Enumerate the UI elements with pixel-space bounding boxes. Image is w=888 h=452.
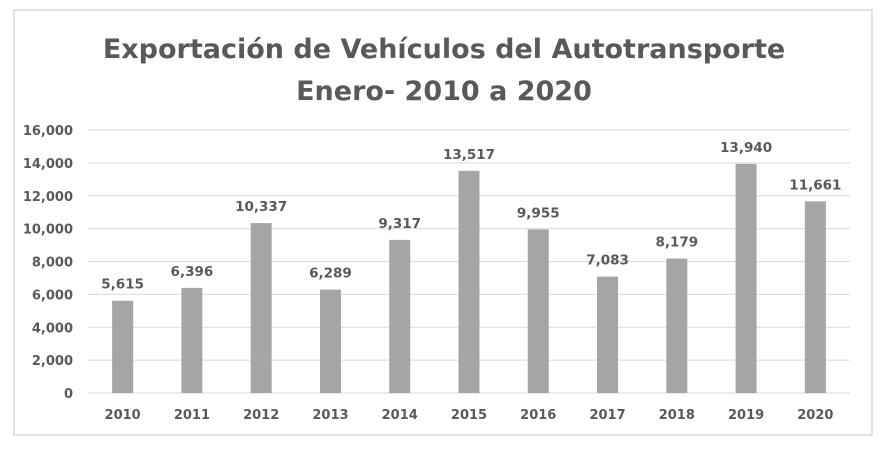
x-tick-label: 2012 xyxy=(243,408,279,423)
bar-2010 xyxy=(112,300,134,393)
bar-2015 xyxy=(458,170,480,393)
data-label: 6,396 xyxy=(171,264,214,280)
bar-2018 xyxy=(666,258,688,393)
x-tick-label: 2014 xyxy=(382,408,418,423)
data-label: 9,955 xyxy=(517,205,560,221)
data-label: 11,661 xyxy=(789,177,841,193)
chart-border xyxy=(13,9,873,436)
x-tick-label: 2015 xyxy=(451,408,487,423)
y-tick-label: 6,000 xyxy=(32,288,73,303)
x-tick-label: 2020 xyxy=(797,408,833,423)
x-tick-label: 2019 xyxy=(728,408,764,423)
data-label: 9,317 xyxy=(378,216,421,232)
bar-2019 xyxy=(735,163,757,393)
data-label: 13,517 xyxy=(443,147,495,163)
data-label: 8,179 xyxy=(655,235,698,251)
x-tick-label: 2010 xyxy=(105,408,141,423)
data-label: 5,615 xyxy=(101,277,144,293)
data-label: 10,337 xyxy=(235,199,287,215)
bar-2012 xyxy=(250,223,272,393)
bar-2014 xyxy=(389,239,411,393)
y-tick-label: 14,000 xyxy=(23,157,73,172)
y-tick-label: 12,000 xyxy=(23,190,73,205)
bar-2020 xyxy=(804,201,826,393)
bar-2017 xyxy=(597,276,619,393)
bar-2013 xyxy=(319,289,341,393)
x-tick-label: 2013 xyxy=(312,408,348,423)
x-tick-label: 2018 xyxy=(659,408,695,423)
y-tick-label: 10,000 xyxy=(23,223,73,238)
data-label: 7,083 xyxy=(586,253,629,269)
y-tick-label: 16,000 xyxy=(23,124,73,139)
x-tick-label: 2011 xyxy=(174,408,210,423)
x-tick-label: 2016 xyxy=(520,408,556,423)
y-tick-label: 2,000 xyxy=(32,354,73,369)
y-tick-label: 0 xyxy=(64,387,73,402)
y-tick-label: 8,000 xyxy=(32,256,73,271)
data-label: 13,940 xyxy=(720,140,772,156)
chart-title-line-1: Exportación de Vehículos del Autotranspo… xyxy=(103,34,785,65)
bar-2016 xyxy=(527,229,549,393)
chart-title-line-2: Enero- 2010 a 2020 xyxy=(296,76,592,107)
bar-2011 xyxy=(181,287,203,393)
data-label: 6,289 xyxy=(309,266,352,282)
y-tick-label: 4,000 xyxy=(32,321,73,336)
x-tick-label: 2017 xyxy=(589,408,625,423)
